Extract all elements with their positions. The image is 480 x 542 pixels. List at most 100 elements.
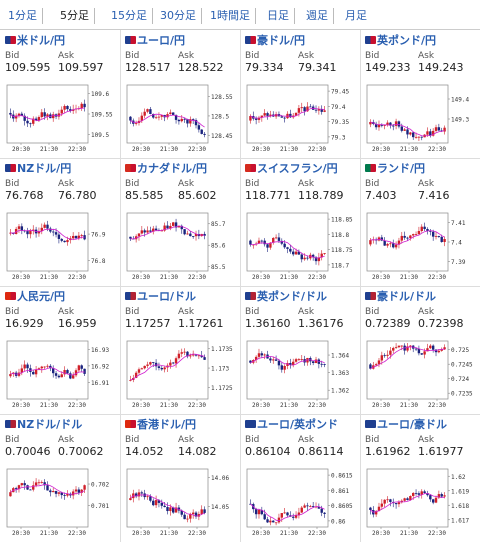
candle-body	[303, 257, 306, 260]
price-chart[interactable]: 1.364 1.363 1.362 20:30 21:30 22:30	[244, 338, 357, 410]
moving-average-line	[130, 353, 205, 381]
candle-body	[180, 510, 183, 515]
candle-body	[83, 368, 86, 374]
candle-body	[369, 364, 372, 369]
candle-body	[29, 123, 32, 125]
pair-link[interactable]: 香港ドル/円	[125, 418, 196, 432]
candle-body	[300, 254, 303, 260]
pair-link[interactable]: NZドル/ドル	[5, 418, 82, 432]
flag-icon	[5, 420, 16, 428]
pair-link[interactable]: 豪ドル/円	[245, 34, 305, 48]
tab-daily[interactable]: 日足	[262, 8, 295, 24]
pair-link[interactable]: ユーロ/ドル	[125, 290, 196, 304]
tab-weekly[interactable]: 週足	[301, 8, 334, 24]
candle-body	[397, 240, 401, 245]
x-tick-label: 22:30	[308, 146, 326, 153]
pair-name: 人民元/円	[17, 290, 66, 303]
candle-body	[163, 367, 166, 370]
x-tick-label: 22:30	[428, 530, 446, 537]
pair-name: NZドル/円	[17, 162, 72, 175]
pair-link[interactable]: 米ドル/円	[5, 34, 65, 48]
candle-body	[183, 229, 186, 235]
x-tick-label: 20:30	[252, 530, 270, 537]
currency-grid: 米ドル/円 Bid Ask 109.595 109.597 109.6 109.55 109.…	[0, 30, 480, 542]
candle-body	[160, 367, 163, 370]
candle-body	[23, 483, 26, 486]
price-chart[interactable]: 79.45 79.4 79.35 79.3 20:30 21:30 22:30	[244, 82, 357, 154]
pair-link[interactable]: カナダドル/円	[125, 162, 207, 176]
candle-body	[137, 369, 141, 373]
price-chart[interactable]: 0.8615 0.861 0.8605 0.86 20:30 21:30 22:30	[244, 466, 357, 538]
candle-body	[297, 512, 301, 516]
candle-body	[152, 228, 155, 232]
pair-link[interactable]: 豪ドル/ドル	[365, 290, 436, 304]
price-chart[interactable]: 14.06 14.05 20:30 21:30 22:30	[124, 466, 237, 538]
pair-link[interactable]: NZドル/円	[5, 162, 71, 176]
price-chart[interactable]: 76.9 76.8 20:30 21:30 22:30	[4, 210, 117, 282]
pair-link[interactable]: 英ポンド/円	[365, 34, 436, 48]
candle-body	[46, 365, 49, 367]
y-tick-label: 0.8615	[331, 473, 353, 480]
candle-body	[9, 232, 12, 234]
candle-body	[323, 364, 326, 365]
pair-link[interactable]: ランド/円	[365, 162, 425, 176]
candle-body	[406, 129, 409, 135]
price-chart[interactable]: 7.41 7.4 7.39 20:30 21:30 22:30	[364, 210, 477, 282]
candle-body	[383, 499, 386, 504]
price-chart[interactable]: 85.7 85.6 85.5 20:30 21:30 22:30	[124, 210, 237, 282]
candle-body	[66, 106, 69, 110]
tab-15min[interactable]: 15分足	[106, 8, 153, 24]
price-chart[interactable]: 0.702 0.701 20:30 21:30 22:30	[4, 466, 117, 538]
candle-body	[286, 362, 289, 366]
tab-30min[interactable]: 30分足	[155, 8, 202, 24]
tab-5min[interactable]: 5分足	[55, 8, 95, 24]
candle-body	[37, 117, 41, 121]
plot-frame	[126, 340, 209, 400]
candle-body	[386, 499, 389, 501]
candle-body	[80, 103, 83, 109]
candle-body	[409, 345, 412, 347]
pair-link[interactable]: ユーロ/英ポンド	[245, 418, 338, 432]
candle-body	[280, 513, 283, 518]
candle-body	[14, 115, 18, 119]
bid-value: 0.86104	[245, 445, 291, 458]
moving-average-line	[10, 367, 85, 376]
price-chart[interactable]: 0.725 0.7245 0.724 0.7235 20:30 21:30 22:30	[364, 338, 477, 410]
pair-link[interactable]: 人民元/円	[5, 290, 65, 304]
price-chart[interactable]: 128.55 128.5 128.45 20:30 21:30 22:30	[124, 82, 237, 154]
candle-body	[154, 228, 158, 231]
y-tick-label: 79.3	[331, 134, 346, 141]
candle-body	[189, 514, 192, 519]
y-tick-label: 1.362	[331, 388, 349, 395]
price-chart[interactable]: 109.6 109.55 109.5 20:30 21:30 22:30	[4, 82, 117, 154]
ask-value: 16.959	[58, 317, 97, 330]
flag-icon	[5, 292, 16, 300]
moving-average-line	[130, 494, 205, 517]
price-chart[interactable]: 1.1735 1.173 1.1725 20:30 21:30 22:30	[124, 338, 237, 410]
price-chart[interactable]: 1.62 1.619 1.618 1.617 20:30 21:30 22:30	[364, 466, 477, 538]
tab-1hour[interactable]: 1時間足	[205, 8, 256, 24]
bid-label: Bid	[365, 307, 380, 317]
price-chart[interactable]: 149.4 149.3 20:30 21:30 22:30	[364, 82, 477, 154]
tab-monthly[interactable]: 月足	[345, 9, 367, 22]
ask-value: 0.72398	[418, 317, 464, 330]
candle-body	[137, 492, 141, 497]
pair-link[interactable]: ユーロ/豪ドル	[365, 418, 447, 432]
tab-1min[interactable]: 1分足	[3, 8, 43, 24]
candle-body	[71, 235, 75, 239]
candle-body	[374, 364, 378, 366]
pair-name: カナダドル/円	[137, 162, 208, 175]
pair-link[interactable]: 英ポンド/ドル	[245, 290, 327, 304]
pair-link[interactable]: ユーロ/円	[125, 34, 185, 48]
pair-name: NZドル/ドル	[17, 418, 83, 431]
pair-name: スイスフラン/円	[257, 162, 338, 175]
price-chart[interactable]: 118.85 118.8 118.75 118.7 20:30 21:30 22:30	[244, 210, 357, 282]
candle-body	[300, 359, 303, 360]
candle-body	[20, 113, 24, 116]
flag-icon	[365, 292, 376, 300]
price-chart[interactable]: 16.93 16.92 16.91 20:30 21:30 22:30	[4, 338, 117, 410]
candle-body	[180, 352, 183, 354]
candle-body	[49, 490, 52, 493]
pair-link[interactable]: スイスフラン/円	[245, 162, 338, 176]
moving-average-line	[250, 241, 325, 259]
